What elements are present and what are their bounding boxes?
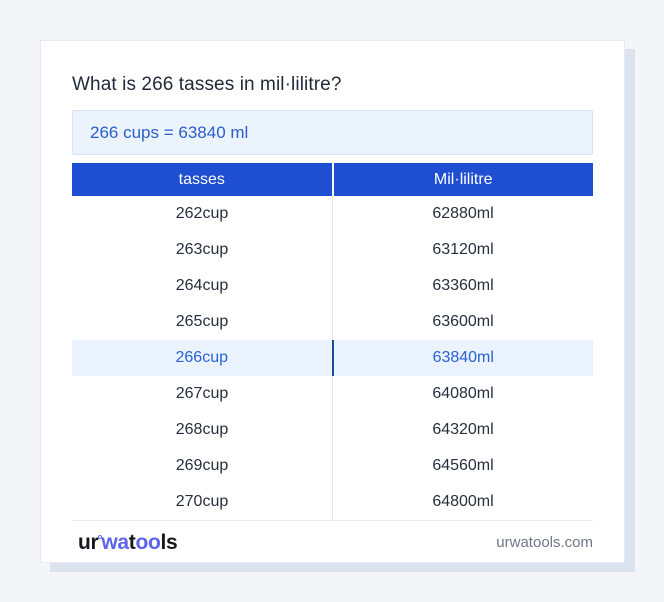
conversion-table: tasses Mil·lilitre 262cup 62880ml 263cup 63… bbox=[72, 163, 593, 521]
cell-tasses: 266cup bbox=[175, 349, 229, 366]
card-footer: ur°watools urwatools.com bbox=[72, 521, 593, 564]
table-row: 265cup 63600ml bbox=[72, 304, 593, 340]
cell-tasses: 269cup bbox=[175, 457, 229, 474]
logo-text-segment: ur bbox=[78, 530, 99, 554]
cell-tasses: 267cup bbox=[175, 385, 229, 402]
column-header-millilitre: Mil·lilitre bbox=[331, 163, 594, 196]
table-row: 262cup 62880ml bbox=[72, 196, 593, 232]
answer-text: 266 cups = 63840 ml bbox=[90, 122, 249, 142]
cell-tasses: 268cup bbox=[175, 421, 229, 438]
cell-tasses: 270cup bbox=[175, 493, 229, 510]
table-row: 269cup 64560ml bbox=[72, 448, 593, 484]
cell-millilitre: 63120ml bbox=[332, 232, 593, 268]
cell-tasses: 265cup bbox=[175, 313, 229, 330]
cell-tasses: 262cup bbox=[175, 205, 229, 222]
column-header-tasses: tasses bbox=[178, 170, 225, 188]
table-row: 263cup 63120ml bbox=[72, 232, 593, 268]
cell-millilitre: 63600ml bbox=[332, 304, 593, 340]
page-title: What is 266 tasses in mil·lilitre? bbox=[72, 74, 342, 95]
cell-millilitre: 63840ml bbox=[331, 340, 594, 376]
cell-millilitre: 64080ml bbox=[332, 376, 593, 412]
cell-millilitre: 64800ml bbox=[332, 484, 593, 520]
table-header-row: tasses Mil·lilitre bbox=[72, 163, 593, 196]
table-row: 264cup 63360ml bbox=[72, 268, 593, 304]
logo-text-segment: ls bbox=[160, 530, 178, 554]
cell-millilitre: 64320ml bbox=[332, 412, 593, 448]
cell-millilitre: 64560ml bbox=[332, 448, 593, 484]
cell-tasses: 263cup bbox=[175, 241, 229, 258]
answer-box: 266 cups = 63840 ml bbox=[72, 110, 593, 155]
logo-text-segment: oo bbox=[135, 530, 161, 554]
table-row: 268cup 64320ml bbox=[72, 412, 593, 448]
logo-degree-mark: ° bbox=[97, 531, 103, 547]
table-row: 270cup 64800ml bbox=[72, 484, 593, 520]
cell-millilitre: 62880ml bbox=[332, 196, 593, 232]
table-row: 266cup 63840ml bbox=[72, 340, 593, 376]
site-domain: urwatools.com bbox=[496, 534, 593, 551]
converter-card: What is 266 tasses in mil·lilitre? 266 c… bbox=[40, 40, 625, 563]
brand-logo: ur°watools bbox=[78, 530, 178, 555]
cell-millilitre: 63360ml bbox=[332, 268, 593, 304]
logo-text-segment: wa bbox=[101, 530, 129, 554]
table-body: 262cup 62880ml 263cup 63120ml 264cup 63360ml 2… bbox=[72, 196, 593, 520]
table-row: 267cup 64080ml bbox=[72, 376, 593, 412]
cell-tasses: 264cup bbox=[175, 277, 229, 294]
logo-text-segment: t bbox=[128, 530, 136, 554]
